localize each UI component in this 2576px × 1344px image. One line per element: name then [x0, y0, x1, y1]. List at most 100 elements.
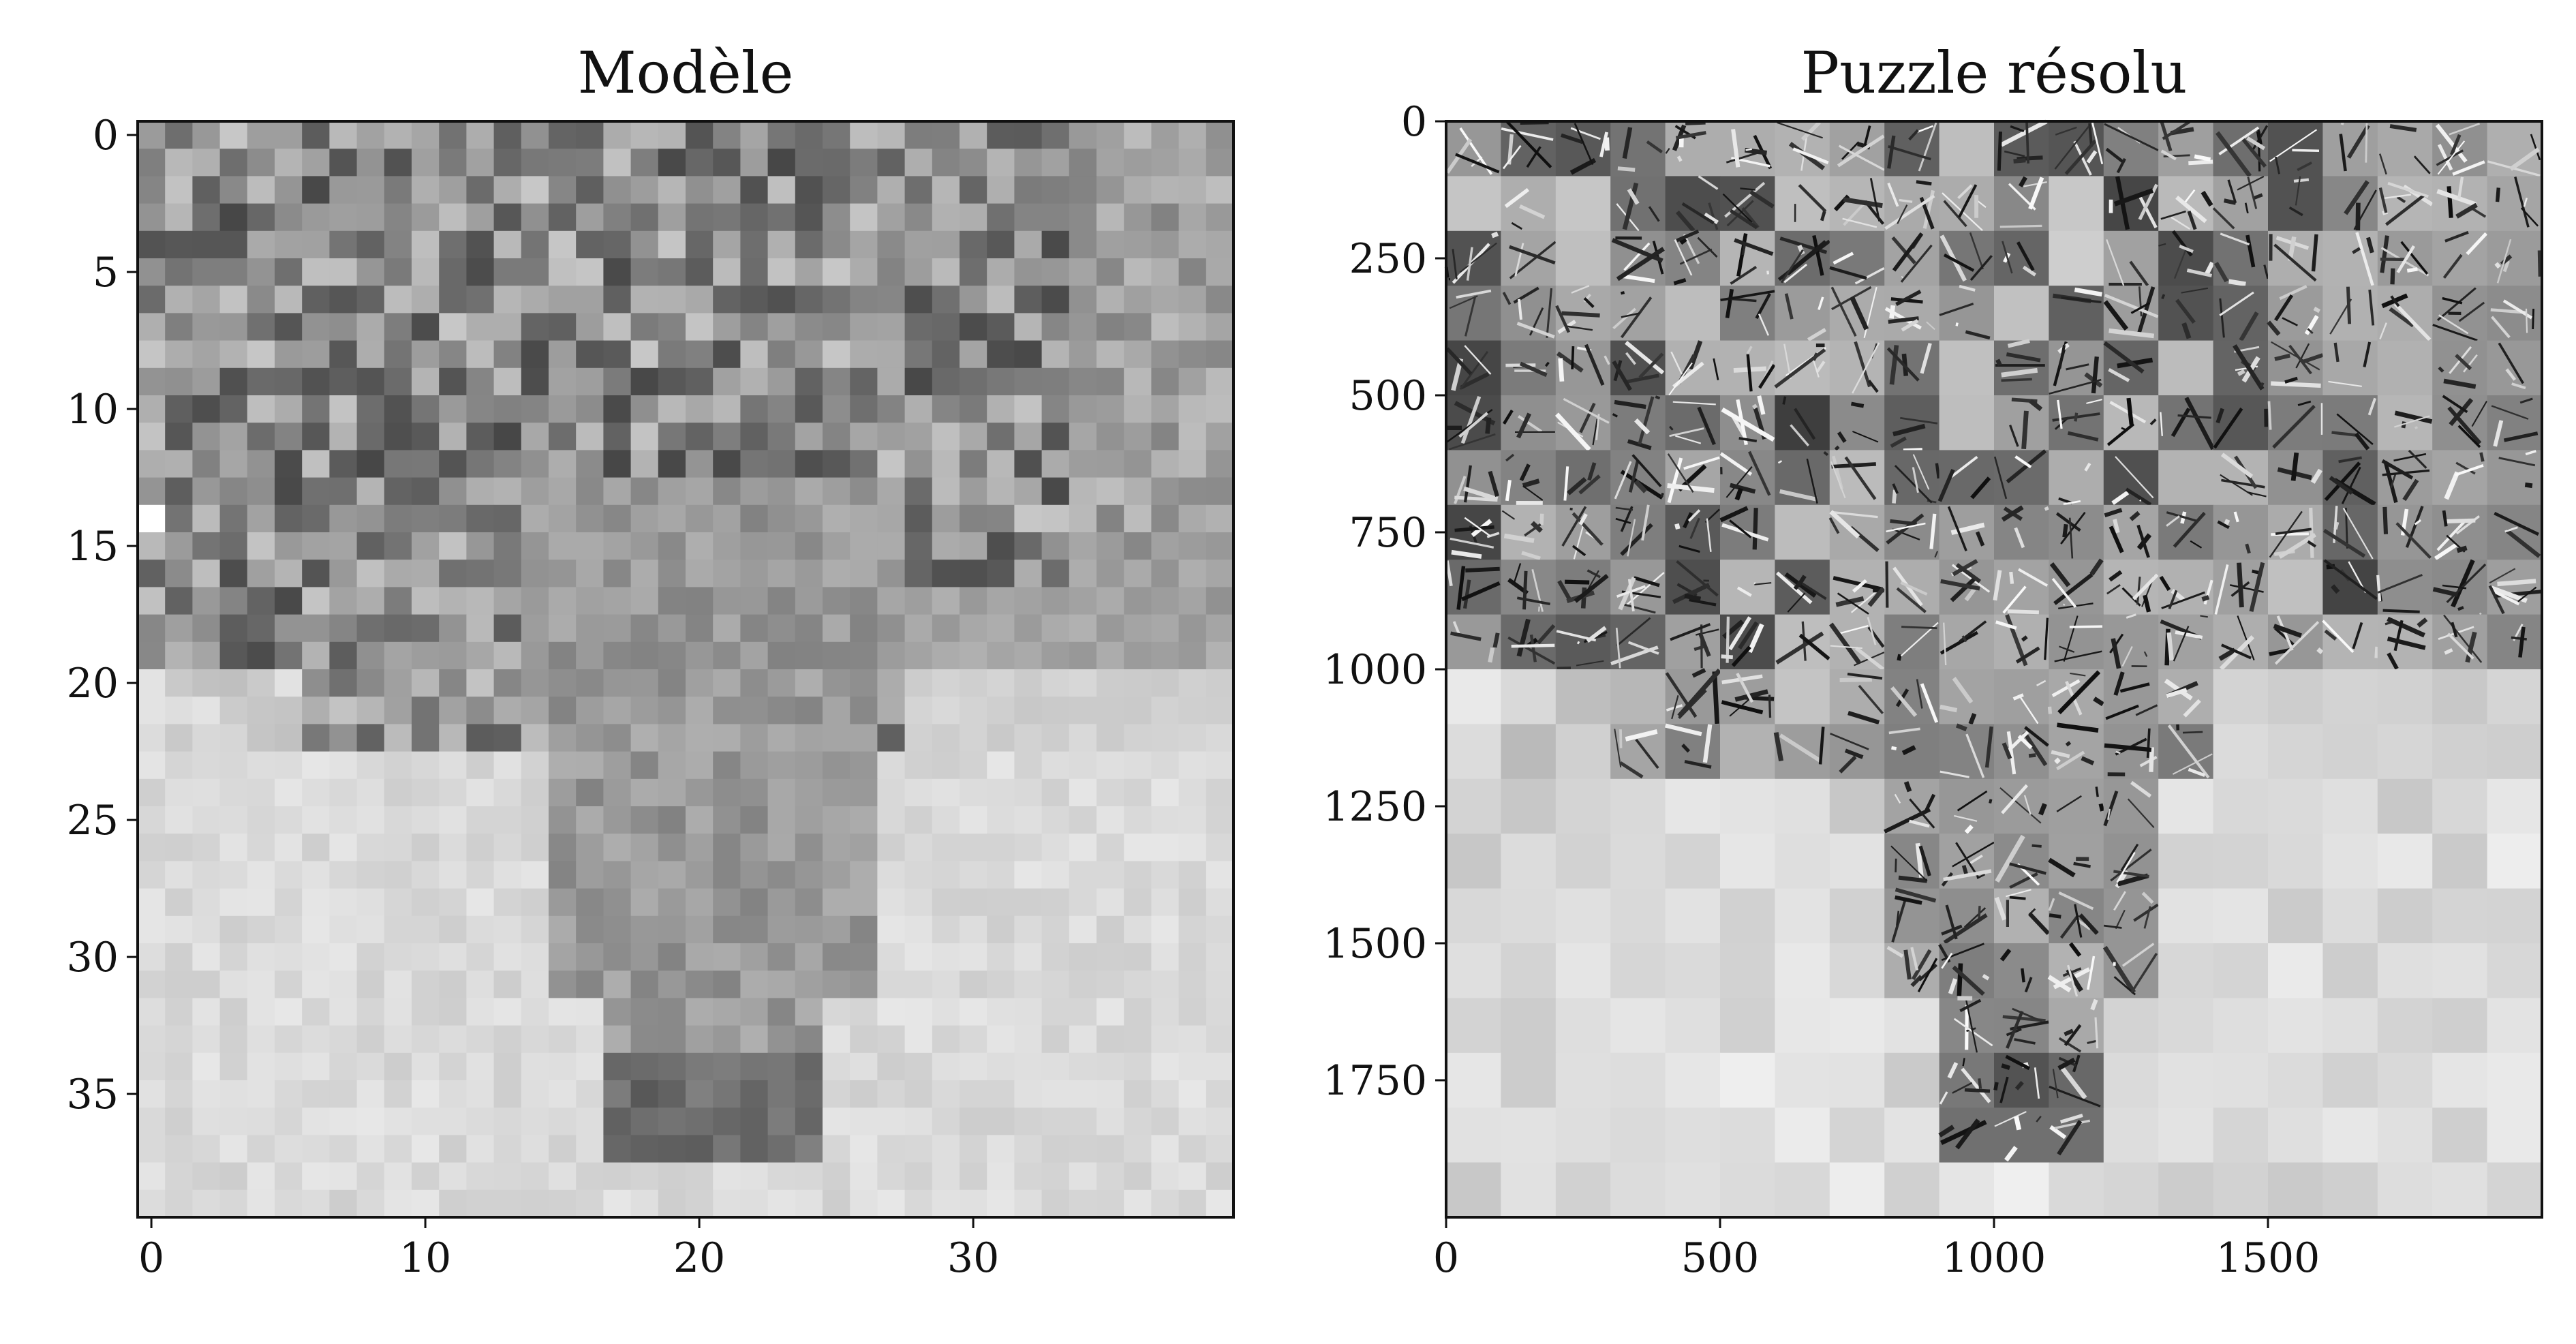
branch-stroke: [2072, 1054, 2081, 1073]
branch-stroke: [1511, 643, 1555, 648]
heatmap-cell: [466, 778, 495, 807]
heatmap-cell: [1178, 121, 1207, 149]
branch-stroke: [2274, 621, 2320, 665]
branch-stroke: [1708, 202, 1719, 230]
x-tick-label: 1500: [2216, 1234, 2320, 1282]
heatmap-cell: [877, 1052, 906, 1081]
branch-stroke: [1522, 478, 1540, 488]
heatmap-cell: [549, 1162, 577, 1191]
heatmap-cell: [466, 450, 495, 478]
branch-stroke: [2509, 147, 2541, 171]
branch-stroke: [2387, 652, 2399, 670]
heatmap-cell: [904, 1080, 933, 1108]
heatmap-cell: [960, 203, 987, 232]
branch-stroke: [2010, 125, 2025, 133]
branch-stroke: [1460, 371, 1490, 390]
heatmap-cell: [960, 1135, 987, 1163]
branch-stroke: [1783, 343, 1792, 380]
branch-stroke: [2106, 583, 2121, 595]
branch-stroke: [1775, 631, 1824, 665]
heatmap-cell: [466, 477, 495, 506]
branch-stroke: [1511, 222, 1523, 230]
heatmap-cell: [658, 203, 686, 232]
branch-stroke: [1486, 532, 1500, 538]
heatmap-cell: [138, 697, 166, 724]
heatmap-cell: [1069, 203, 1097, 232]
branch-stroke: [2237, 615, 2255, 660]
heatmap-cell: [549, 724, 577, 752]
heatmap-cell: [960, 149, 987, 177]
branch-stroke: [2444, 471, 2460, 500]
heatmap-cell: [1178, 450, 1207, 478]
heatmap-cell: [630, 697, 659, 724]
branch-stroke: [2004, 150, 2025, 157]
puzzle-tile: [2103, 1052, 2159, 1108]
heatmap-cell: [576, 395, 604, 423]
heatmap-cell: [603, 395, 632, 423]
puzzle-tile: [1665, 1052, 1721, 1108]
branch-stroke: [1950, 576, 1978, 602]
heatmap-cell: [165, 1052, 193, 1081]
heatmap-cell: [877, 971, 906, 998]
heatmap-cell: [767, 806, 796, 834]
branch-stroke: [1573, 525, 1584, 560]
heatmap-cell: [521, 176, 549, 204]
puzzle-tile: [2158, 1162, 2214, 1218]
branch-stroke: [1697, 406, 1716, 446]
heatmap-cell: [165, 971, 193, 998]
puzzle-tile: [1610, 1052, 1666, 1108]
heatmap-cell: [1097, 313, 1124, 341]
puzzle-tile: [2322, 1108, 2378, 1163]
heatmap-cell: [1014, 395, 1043, 423]
puzzle-tile: [2377, 724, 2433, 780]
heatmap-cell: [603, 340, 632, 369]
heatmap-cell: [412, 669, 440, 697]
branch-stroke: [2109, 570, 2123, 582]
heatmap-cell: [1206, 258, 1234, 286]
heatmap-cell: [219, 669, 248, 697]
heatmap-cell: [658, 724, 686, 752]
branch-stroke: [2276, 615, 2294, 651]
heatmap-cell: [493, 203, 522, 232]
heatmap-cell: [219, 313, 248, 341]
branch-stroke: [2138, 183, 2158, 221]
heatmap-cell: [686, 230, 714, 259]
heatmap-cell: [1124, 697, 1152, 724]
heatmap-cell: [658, 1135, 686, 1163]
branch-stroke: [2355, 202, 2361, 231]
branch-stroke: [2511, 636, 2527, 641]
branch-stroke: [2049, 378, 2102, 395]
branch-stroke: [2406, 267, 2418, 273]
heatmap-cell: [630, 395, 659, 423]
branch-stroke: [2438, 366, 2444, 373]
puzzle-tile: [1610, 176, 1666, 232]
branch-stroke: [2488, 585, 2505, 615]
heatmap-cell: [466, 532, 495, 560]
heatmap-cell: [302, 1108, 330, 1135]
branch-stroke: [2241, 138, 2267, 168]
heatmap-cell: [823, 998, 850, 1026]
heatmap-cell: [1041, 751, 1070, 780]
branch-stroke: [2181, 322, 2192, 339]
branch-stroke: [1752, 508, 1758, 550]
branch-stroke: [2331, 584, 2340, 594]
heatmap-cell: [192, 971, 221, 998]
heatmap-cell: [165, 998, 193, 1026]
branch-stroke: [1516, 596, 1550, 606]
heatmap-cell: [247, 1108, 275, 1135]
heatmap-cell: [138, 1162, 166, 1191]
branch-stroke: [1947, 1062, 1959, 1079]
heatmap-cell: [493, 1052, 522, 1081]
branch-stroke: [2103, 791, 2119, 827]
heatmap-cell: [329, 313, 358, 341]
puzzle-tile: [1446, 998, 1501, 1054]
branch-stroke: [1698, 633, 1711, 657]
heatmap-cell: [932, 1025, 960, 1054]
branch-stroke: [1794, 408, 1816, 440]
branch-stroke: [1459, 242, 1497, 273]
puzzle-tile: [2213, 778, 2269, 834]
heatmap-cell: [576, 587, 604, 615]
heatmap-cell: [1151, 1025, 1180, 1054]
branch-stroke: [1747, 623, 1764, 654]
puzzle-tile: [1939, 724, 1995, 780]
